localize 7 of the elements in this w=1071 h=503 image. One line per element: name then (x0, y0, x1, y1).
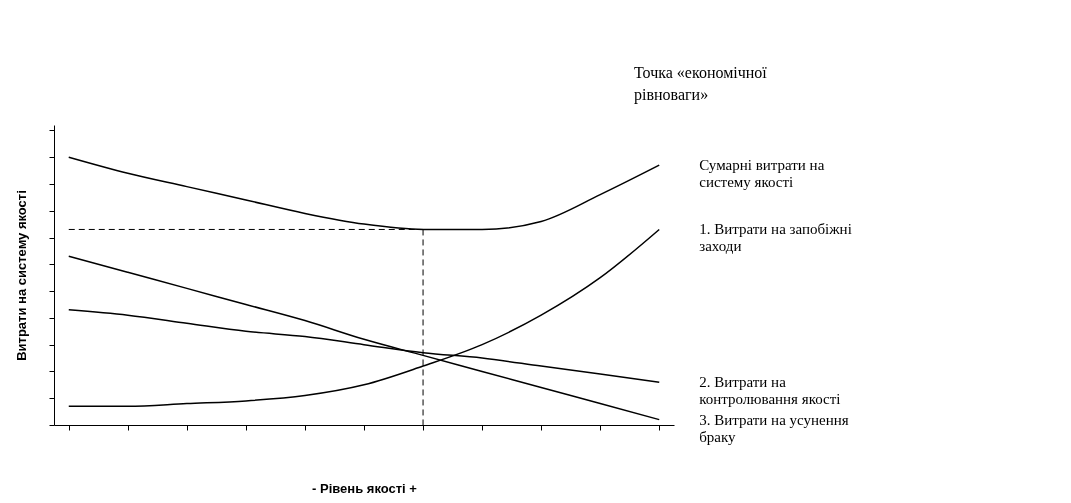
text: 2. Витрати на контролювання якості (699, 374, 841, 408)
y-axis-title: Витрати на систему якості (14, 190, 29, 361)
text: Сумарні витрати на систему якості (699, 157, 825, 191)
text: 1. Витрати на запобіжні заходи (699, 221, 852, 255)
x-axis-title: - Рівень якості + (312, 480, 418, 496)
text: 3. Витрати на усунення браку (699, 411, 849, 445)
text: Точка «економічної рівноваги» (634, 64, 768, 104)
